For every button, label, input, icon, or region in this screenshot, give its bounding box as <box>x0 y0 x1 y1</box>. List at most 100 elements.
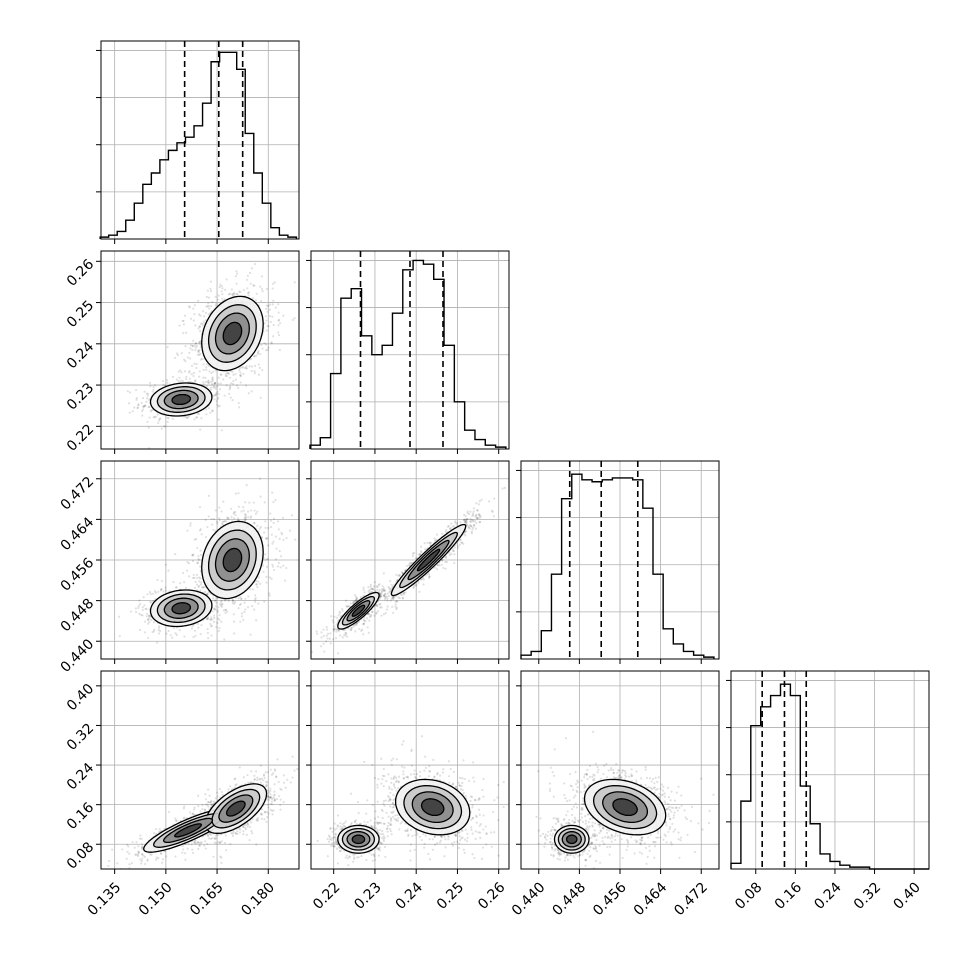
scatter-point <box>192 573 195 576</box>
scatter-point <box>242 288 246 292</box>
scatter-point <box>143 604 146 607</box>
scatter-point <box>466 510 469 513</box>
scatter-point <box>501 487 504 490</box>
scatter-point <box>255 354 258 357</box>
scatter-point <box>264 343 268 346</box>
scatter-point <box>274 306 277 309</box>
scatter-point <box>250 357 253 360</box>
scatter-point <box>175 586 178 589</box>
scatter-point <box>190 843 193 846</box>
histogram-panel-1 <box>306 250 510 454</box>
histogram-panel-0-frame <box>100 40 300 240</box>
scatter-point <box>401 596 404 599</box>
histogram-panel-3-background <box>731 671 929 869</box>
scatter-point <box>213 394 216 397</box>
scatter-point <box>163 827 166 831</box>
scatter-point <box>390 597 393 600</box>
scatter-point <box>193 304 196 307</box>
scatter-point <box>223 394 226 397</box>
scatter-point <box>199 358 203 361</box>
scatter-point <box>434 566 437 569</box>
scatter-point <box>320 631 323 634</box>
scatter-point <box>233 291 236 294</box>
scatter-point <box>243 513 246 516</box>
scatter-point <box>199 577 202 580</box>
scatter-point <box>469 520 472 523</box>
scatter-point <box>430 541 433 544</box>
scatter-point <box>157 590 160 593</box>
scatter-point <box>224 608 227 612</box>
scatter-point <box>383 598 386 601</box>
scatter-point <box>243 517 246 520</box>
scatter-point <box>205 617 209 620</box>
scatter-point <box>263 322 266 325</box>
scatter-point <box>157 421 160 425</box>
scatter-point <box>386 597 389 600</box>
scatter-point <box>220 510 223 513</box>
scatter-point <box>186 416 189 419</box>
scatter-point <box>219 283 222 286</box>
scatter-point <box>198 584 201 587</box>
scatter-point <box>418 552 422 556</box>
scatter-point <box>216 385 219 388</box>
scatter-point <box>211 409 214 413</box>
scatter-point <box>422 578 425 581</box>
scatter-point <box>456 544 459 548</box>
scatter-point <box>205 384 209 388</box>
scatter-point <box>388 590 391 593</box>
scatter-point <box>250 369 253 373</box>
scatter-point <box>218 614 221 617</box>
scatter-point <box>175 819 178 822</box>
scatter-point <box>195 416 198 419</box>
scatter-point <box>225 520 228 523</box>
scatter-point <box>450 552 453 556</box>
scatter-point <box>204 380 208 384</box>
scatter-point <box>181 379 185 383</box>
scatter-point <box>224 608 227 612</box>
scatter-point <box>144 607 147 610</box>
scatter-point <box>343 634 346 637</box>
scatter-point <box>254 364 257 367</box>
scatter-point <box>389 589 392 592</box>
scatter-point <box>142 854 145 857</box>
scatter-point <box>234 514 237 517</box>
scatter-point <box>422 583 425 586</box>
scatter-point <box>239 290 242 294</box>
scatter-point <box>355 598 358 601</box>
scatter-point <box>197 554 200 558</box>
scatter-point <box>476 516 479 520</box>
scatter-point <box>240 510 243 513</box>
scatter-point <box>156 578 159 582</box>
scatter-point <box>181 851 184 854</box>
scatter-point <box>144 404 147 407</box>
scatter-point <box>474 527 478 530</box>
scatter-point <box>237 597 240 600</box>
scatter-point <box>143 631 146 634</box>
scatter-point <box>453 546 456 549</box>
scatter-point <box>223 638 226 641</box>
scatter-point <box>418 590 421 594</box>
scatter-point <box>428 541 431 544</box>
scatter-point <box>148 614 152 617</box>
scatter-point <box>244 597 247 600</box>
scatter-point <box>166 381 169 385</box>
scatter-point <box>250 365 254 368</box>
scatter-point <box>194 342 197 345</box>
scatter-point <box>217 396 220 399</box>
scatter-point <box>207 616 210 619</box>
scatter-point <box>265 565 269 568</box>
scatter-point <box>191 848 194 851</box>
scatter-point <box>251 588 255 591</box>
scatter-point <box>257 373 261 376</box>
scatter-point <box>271 287 274 290</box>
scatter-point <box>148 416 151 419</box>
scatter-point <box>259 353 262 356</box>
scatter-point <box>166 416 169 419</box>
scatter-point <box>210 803 213 806</box>
scatter-point <box>478 514 482 517</box>
scatter-point <box>233 292 236 296</box>
scatter-point <box>451 548 454 551</box>
scatter-point <box>198 529 202 532</box>
scatter-point <box>214 608 217 611</box>
scatter-point <box>355 623 358 626</box>
